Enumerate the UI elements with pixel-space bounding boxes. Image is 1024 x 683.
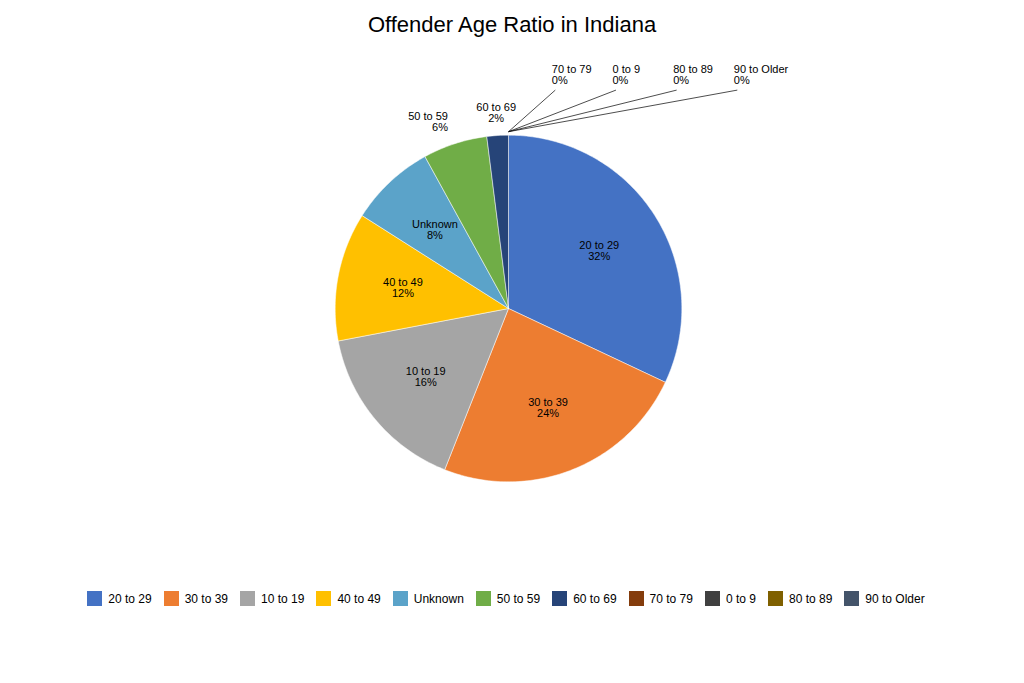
svg-text:0 to 90%: 0 to 90% [613,63,641,86]
svg-text:50 to 596%: 50 to 596% [408,110,448,133]
html-text:Unknown: Unknown [413,591,464,606]
svg-text:90 to Older0%: 90 to Older0% [734,63,789,86]
html-text:70 to 79: 70 to 79 [649,591,693,606]
html-text:30 to 39: 30 to 39 [184,591,228,606]
svg-text:Unknown8%: Unknown8% [412,218,458,241]
html-text:10 to 19: 10 to 19 [261,591,305,606]
html-text:40 to 49: 40 to 49 [337,591,381,606]
html-text:80 to 89: 80 to 89 [789,591,833,606]
html-text:90 to Older: 90 to Older [865,591,925,606]
html-text:0 to 9: 0 to 9 [725,591,756,606]
html-text:60 to 69: 60 to 69 [573,591,617,606]
svg-text:30 to 3924%: 30 to 3924% [528,396,568,419]
svg-text:10 to 1916%: 10 to 1916% [406,365,446,388]
html-text:50 to 59: 50 to 59 [496,591,541,606]
html-text:20 to 29: 20 to 29 [108,591,152,606]
svg-text:60 to 692%: 60 to 692% [476,101,516,124]
svg-text:80 to 890%: 80 to 890% [673,63,713,86]
html-text:Offender Age Ratio in Indiana: Offender Age Ratio in Indiana [367,12,657,37]
svg-text:20 to 2932%: 20 to 2932% [579,239,619,262]
svg-text:70 to 790%: 70 to 790% [552,63,592,86]
svg-text:40 to 4912%: 40 to 4912% [383,276,423,299]
